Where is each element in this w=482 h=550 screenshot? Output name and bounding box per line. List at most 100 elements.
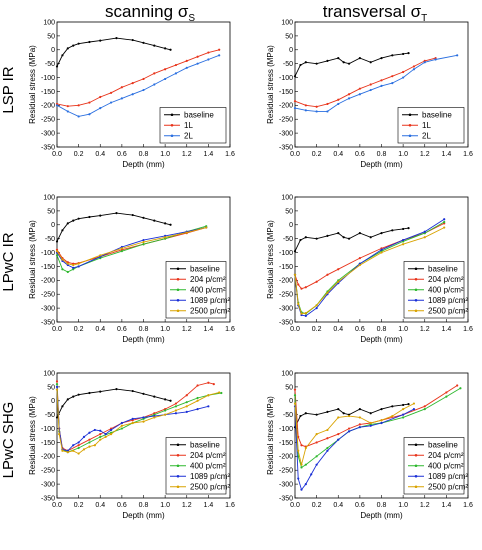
data-point <box>153 44 156 47</box>
data-point <box>443 220 446 224</box>
x-tick-label: 1.4 <box>442 502 452 509</box>
data-point <box>337 268 340 271</box>
legend-entry: baseline <box>190 441 220 450</box>
data-point <box>99 433 102 436</box>
data-point <box>72 266 75 269</box>
data-point <box>304 314 307 317</box>
y-axis-label: Residual stress (MPa) <box>266 45 275 124</box>
data-point <box>88 215 91 219</box>
series-line-0 <box>294 227 409 252</box>
series-line-4 <box>56 389 220 455</box>
x-tick-label: 1.4 <box>204 151 214 158</box>
data-point <box>77 104 80 107</box>
y-axis-label: Residual stress (MPa) <box>28 220 37 299</box>
data-point <box>304 236 307 239</box>
data-point <box>164 398 167 401</box>
x-axis-label: Depth (mm) <box>122 511 165 520</box>
data-point <box>66 270 69 274</box>
data-point <box>72 449 75 452</box>
data-point <box>185 410 188 413</box>
data-point <box>304 446 307 450</box>
x-tick-label: 0.8 <box>377 502 387 509</box>
legend-marker <box>176 288 180 292</box>
data-point <box>402 403 405 407</box>
row-title-lpwc-ir: LPwC IR <box>0 232 17 291</box>
legend-entry: 1089 p/cm² <box>428 472 468 481</box>
y-tick-label: 50 <box>285 208 293 215</box>
y-tick-label: 100 <box>43 194 55 201</box>
data-point <box>358 257 361 260</box>
legend-marker <box>176 464 180 468</box>
y-axis-label: Residual stress (MPa) <box>28 396 37 475</box>
x-axis-label: Depth (mm) <box>122 160 165 169</box>
x-tick-label: 1.0 <box>160 326 170 333</box>
legend-entry: 2500 p/cm² <box>428 307 468 316</box>
y-tick-label: 100 <box>43 370 55 377</box>
data-point <box>153 395 156 398</box>
data-point <box>164 68 167 71</box>
data-point <box>120 97 123 100</box>
data-point <box>77 452 80 455</box>
data-point <box>99 254 102 257</box>
data-point <box>77 42 80 45</box>
data-point <box>300 488 303 491</box>
x-tick-label: 1.4 <box>204 502 214 509</box>
legend-entry: baseline <box>190 265 220 274</box>
legend-marker <box>414 474 418 478</box>
data-point <box>207 58 210 61</box>
data-point <box>337 280 340 283</box>
legend-marker <box>414 453 418 457</box>
data-point <box>88 441 91 444</box>
legend-entry: 2L <box>422 132 431 141</box>
y-tick-label: -50 <box>283 412 293 419</box>
data-point <box>109 91 113 94</box>
column-title-scanning: scanning σS <box>105 2 195 24</box>
data-point <box>164 236 167 239</box>
row-title-lsp-ir: LSP IR <box>0 66 17 113</box>
data-point <box>174 63 178 67</box>
y-tick-label: -100 <box>41 250 55 257</box>
data-point <box>358 57 361 60</box>
data-point <box>315 413 318 416</box>
column-title-transversal: transversal σT <box>323 2 427 24</box>
legend-marker <box>414 464 418 468</box>
y-tick-label: -250 <box>41 468 55 475</box>
data-point <box>293 273 297 276</box>
data-point <box>142 216 145 219</box>
data-point <box>380 421 383 425</box>
x-tick-label: 0.2 <box>312 151 322 158</box>
x-tick-label: 0.8 <box>139 502 149 509</box>
x-tick-label: 0.2 <box>312 326 322 333</box>
data-point <box>315 304 318 307</box>
data-point <box>153 219 156 222</box>
legend-marker <box>176 485 180 489</box>
data-point <box>77 444 80 447</box>
x-tick-label: 0.4 <box>95 502 105 509</box>
legend-marker <box>176 453 180 457</box>
data-point <box>120 86 123 89</box>
series-line-0 <box>294 52 409 77</box>
data-point <box>66 222 69 225</box>
x-tick-label: 0.2 <box>74 151 84 158</box>
y-tick-label: -150 <box>279 440 293 447</box>
x-tick-label: 1.0 <box>398 151 408 158</box>
x-tick-label: 0.6 <box>117 151 127 158</box>
legend-entry: 2500 p/cm² <box>428 483 468 492</box>
data-point <box>423 230 426 233</box>
data-point <box>342 236 345 239</box>
y-tick-label: -350 <box>41 495 55 502</box>
x-tick-label: 1.2 <box>420 326 430 333</box>
data-point <box>443 218 446 221</box>
data-point <box>326 110 329 113</box>
series-line-2 <box>56 54 220 117</box>
y-tick-label: 50 <box>47 33 55 40</box>
legend-marker <box>170 113 174 117</box>
data-point <box>164 409 167 412</box>
data-point <box>131 389 134 393</box>
data-point <box>358 423 361 426</box>
data-point <box>412 68 416 71</box>
x-tick-label: 0.6 <box>117 502 127 509</box>
data-point <box>326 234 329 237</box>
